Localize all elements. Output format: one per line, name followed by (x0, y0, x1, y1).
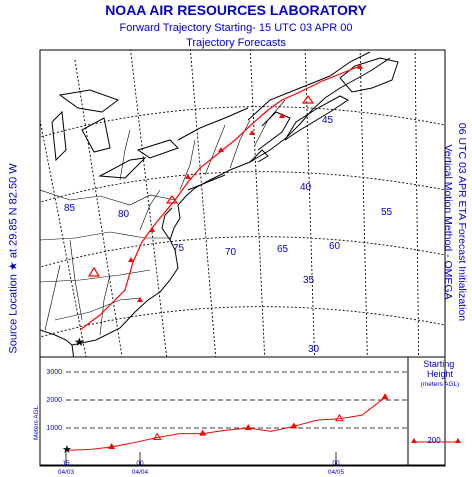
trajectory-marker (301, 94, 315, 104)
trajectory-marker (218, 147, 224, 152)
height-x-tick-bottom: 04/04 (132, 469, 149, 476)
height-profile-line (65, 396, 386, 451)
trajectory-marker (149, 227, 155, 232)
trajectory-marker (87, 266, 101, 277)
political-borders (40, 99, 286, 336)
height-profile-marker (335, 413, 344, 422)
source-star-icon: ★ (74, 335, 85, 349)
starting-height-title-line2: Height (427, 369, 454, 379)
height-y-tick: 1000 (46, 425, 62, 432)
trajectory-marker (357, 64, 363, 69)
height-x-ticks: 15 04/03 00 04/04 00 04/05 (58, 460, 345, 476)
height-gridlines (66, 371, 408, 429)
lon-label: 85 (64, 203, 76, 214)
height-profile-marker (108, 443, 116, 450)
starting-height-value: 200 (427, 436, 441, 445)
trajectory-line (79, 65, 361, 331)
height-y-ticks: 3000 2000 1000 (46, 369, 62, 432)
trajectory-marker (279, 113, 285, 118)
height-x-tick-top: 00 (332, 460, 340, 467)
starting-height-title: Starting Height (423, 359, 457, 379)
trajectory-subtitle: Forward Trajectory Starting- 15 UTC 03 A… (119, 22, 353, 34)
height-y-tick: 3000 (46, 369, 62, 376)
lon-label: 75 (173, 243, 185, 254)
height-y-tick: 2000 (46, 397, 62, 404)
height-x-tick-marks (65, 452, 337, 465)
latitude-labels: 45 40 35 30 (300, 115, 334, 355)
longitude-labels: 85 80 75 70 65 60 55 (64, 203, 393, 258)
trajectory-marker (185, 174, 191, 179)
height-profile-marker (290, 422, 298, 429)
lon-label: 60 (329, 241, 341, 252)
height-profile-marker (244, 424, 252, 430)
trajectory-marker (137, 297, 143, 302)
height-y-axis-label: Meters AGL (33, 405, 40, 440)
trajectory-marker (249, 130, 255, 135)
height-profile-marker (199, 429, 207, 436)
height-start-star-icon: ★ (62, 444, 72, 456)
height-x-tick-top: 00 (136, 460, 144, 467)
height-profile-marker (381, 393, 389, 400)
starting-height-marker (455, 438, 461, 443)
lon-label: 65 (277, 244, 289, 255)
lon-label: 55 (381, 207, 393, 218)
forecast-subtitle: Trajectory Forecasts (186, 37, 286, 49)
height-profile (65, 393, 389, 451)
height-x-tick-bottom: 04/03 (58, 469, 75, 476)
lon-label: 80 (118, 209, 130, 220)
height-x-tick-bottom: 04/05 (328, 469, 345, 476)
starting-height-units: (meters AGL) (421, 381, 460, 388)
trajectory-marker (165, 194, 179, 204)
starting-height-marker (411, 438, 417, 443)
trajectory-marker (128, 257, 134, 262)
lon-label: 70 (225, 247, 237, 258)
starting-height-title-line1: Starting (423, 359, 454, 369)
height-panel (39, 356, 446, 466)
page-title: NOAA AIR RESOURCES LABORATORY (105, 2, 367, 18)
lat-label: 45 (322, 115, 334, 126)
lat-label: 30 (308, 344, 320, 355)
lat-label: 35 (303, 275, 315, 286)
height-profile-marker (152, 432, 162, 441)
lat-label: 40 (300, 182, 312, 193)
coastlines (40, 51, 399, 466)
trajectory-markers (87, 64, 363, 302)
height-x-tick-top: 15 (62, 460, 70, 467)
